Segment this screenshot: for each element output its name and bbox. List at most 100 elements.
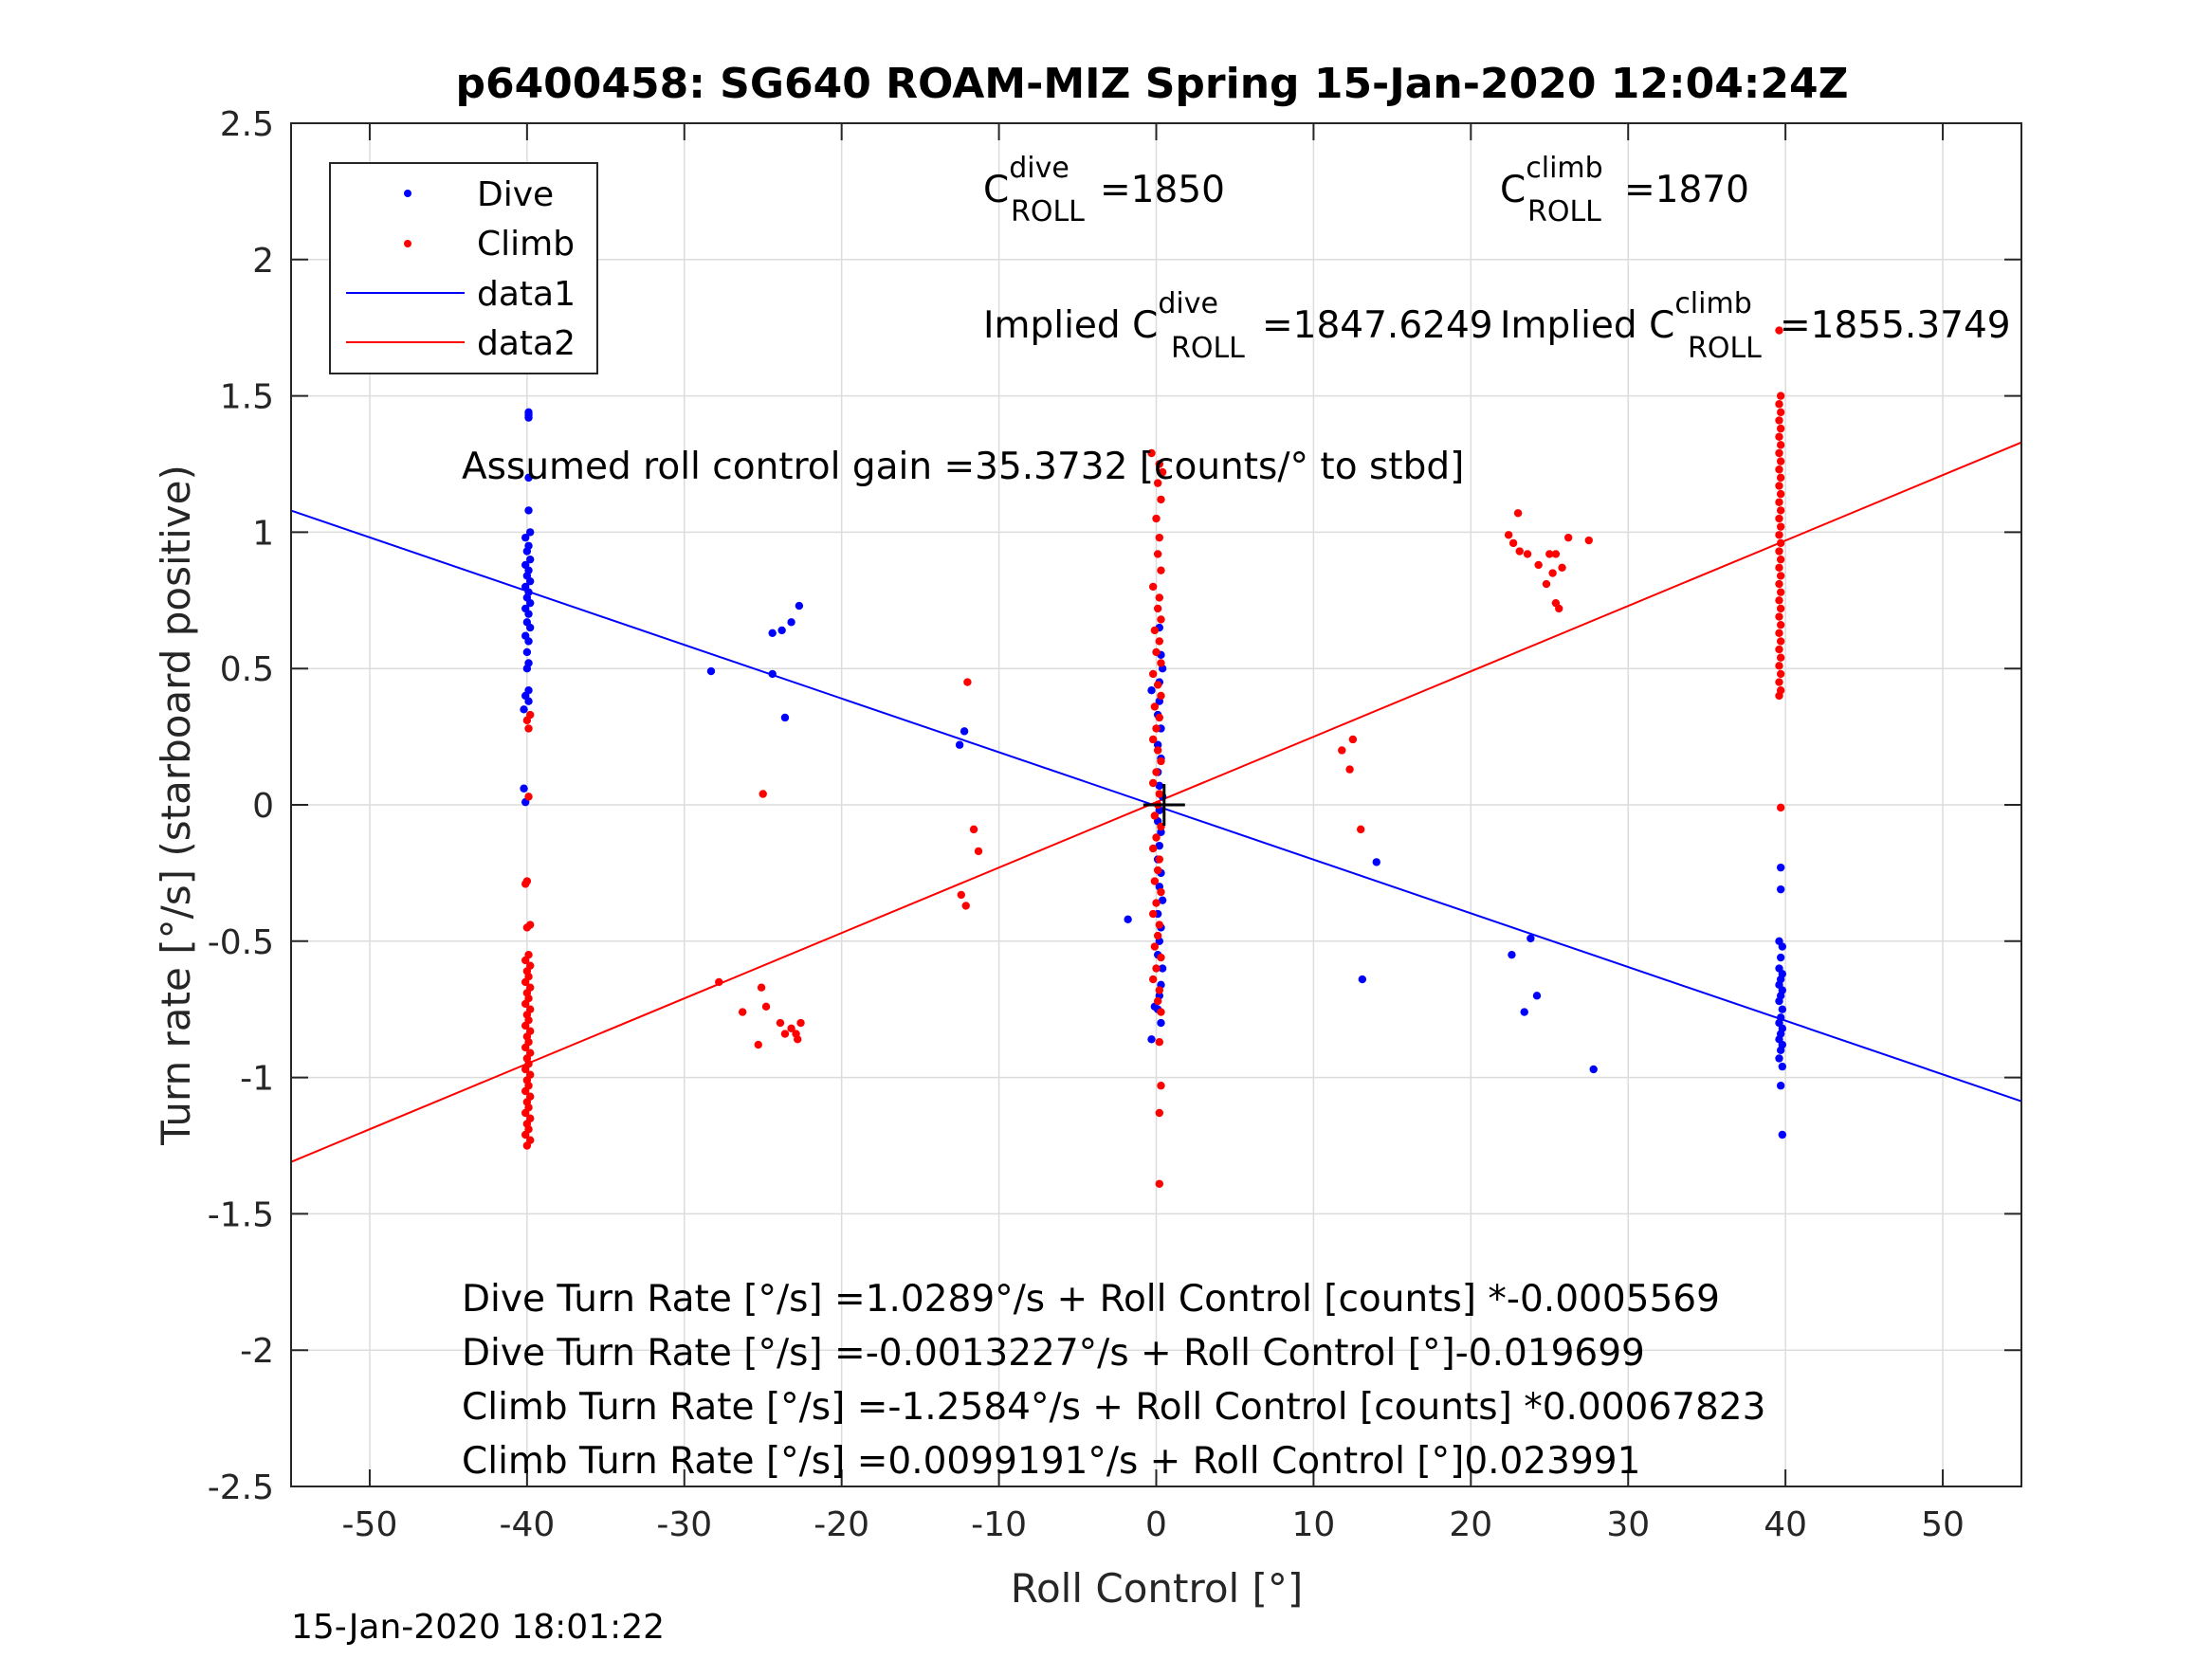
x-tick-label: 0 [1145, 1505, 1167, 1544]
climb-point [1153, 746, 1162, 755]
climb-point [1776, 669, 1785, 679]
climb-point [1152, 833, 1161, 842]
climb-point [1155, 593, 1164, 602]
climb-point [1356, 825, 1365, 834]
climb-point [1776, 572, 1785, 580]
climb-point [521, 1043, 530, 1052]
climb-point [1155, 1179, 1164, 1188]
climb-point [1152, 647, 1161, 657]
x-tick-label: -10 [971, 1505, 1027, 1544]
annotation-implied-dive-sup: dive [1158, 287, 1218, 320]
climb-point [1148, 735, 1158, 744]
dive-point [1124, 915, 1132, 923]
timestamp: 15-Jan-2020 18:01:22 [291, 1608, 665, 1647]
legend-dive-marker [404, 190, 411, 197]
dive-point [787, 618, 795, 627]
x-tick-label: 40 [1764, 1505, 1807, 1544]
climb-point [1148, 669, 1158, 679]
climb-point [1776, 522, 1785, 531]
climb-point [1348, 735, 1358, 744]
climb-point [1775, 579, 1783, 589]
dive-point [1778, 1062, 1787, 1071]
x-axis-label: Roll Control [°] [1011, 1565, 1304, 1612]
dive-point [1778, 1130, 1787, 1139]
climb-point [1558, 563, 1566, 572]
climb-point [1152, 514, 1161, 523]
center-marker [1143, 784, 1185, 826]
climb-point [969, 825, 978, 834]
y-tick-label: -2 [240, 1332, 274, 1371]
climb-point [1155, 460, 1164, 468]
climb-point [1776, 408, 1785, 417]
climb-point [1155, 1108, 1164, 1118]
dive-point [1147, 686, 1156, 695]
dive-point [1589, 1065, 1598, 1074]
climb-point [1148, 582, 1158, 592]
legend: Dive Climb data1 data2 [329, 162, 598, 374]
climb-point [754, 1040, 762, 1049]
climb-point [776, 1018, 785, 1028]
climb-point [1776, 424, 1785, 433]
climb-point [1775, 326, 1783, 335]
annotation-equation-1: Dive Turn Rate [°/s] =1.0289°/s + Roll C… [462, 1278, 1720, 1321]
dive-point [1532, 992, 1542, 1000]
dive-point [1508, 950, 1516, 959]
climb-point [1776, 457, 1785, 465]
annotation-c-dive-letter: C [983, 169, 1009, 211]
climb-point [1150, 626, 1160, 635]
dive-point [521, 533, 530, 542]
x-tick-label: 20 [1449, 1505, 1492, 1544]
climb-point [524, 724, 533, 733]
dive-point [1526, 934, 1535, 943]
climb-point [1148, 778, 1158, 788]
climb-point [974, 847, 983, 856]
climb-point [1153, 931, 1162, 940]
annotation-implied-dive: Implied Cdive [983, 287, 1218, 347]
climb-point [1148, 975, 1158, 984]
climb-point [1155, 637, 1164, 646]
climb-point [521, 1065, 530, 1074]
dive-point [525, 598, 535, 608]
dive-point [1157, 1018, 1165, 1028]
dive-point [780, 713, 790, 722]
annotation-c-climb: Cclimb [1500, 152, 1603, 211]
x-tick-label: -30 [656, 1505, 712, 1544]
climb-point [1776, 538, 1785, 548]
annotation-c-dive: Cdive [983, 152, 1069, 211]
dive-point [524, 697, 533, 705]
y-tick-label: 0.5 [220, 650, 274, 689]
climb-point [1148, 909, 1158, 919]
climb-point [1775, 645, 1783, 654]
legend-data2-label: data2 [477, 324, 576, 363]
climb-point [1775, 400, 1783, 409]
climb-point [1775, 465, 1783, 474]
climb-point [759, 790, 767, 798]
legend-climb-label: Climb [477, 225, 575, 264]
dive-point [525, 555, 535, 564]
annotation-c-dive-sup: dive [1009, 152, 1069, 185]
climb-point [1523, 550, 1532, 558]
climb-point [963, 678, 972, 686]
climb-point [1775, 514, 1783, 523]
climb-point [1155, 1038, 1164, 1047]
climb-point [1551, 550, 1561, 558]
climb-point [521, 977, 530, 987]
dive-point [524, 413, 533, 422]
annotation-implied-climb-sup: climb [1674, 287, 1751, 320]
climb-point [521, 1086, 530, 1096]
dive-point [955, 740, 964, 749]
climb-point [1775, 612, 1783, 621]
climb-point [1776, 588, 1785, 596]
climb-point [521, 999, 530, 1009]
dive-point [1372, 858, 1380, 866]
climb-point [1776, 620, 1785, 629]
climb-point [1148, 844, 1158, 853]
climb-point [1338, 746, 1346, 755]
climb-point [961, 902, 970, 910]
climb-point [1776, 803, 1785, 812]
x-tick-label: -20 [814, 1505, 869, 1544]
climb-point [1153, 479, 1162, 487]
climb-point [1775, 629, 1783, 638]
annotation-c-dive-value: =1850 [1100, 169, 1225, 211]
x-tick-label: -50 [342, 1505, 398, 1544]
